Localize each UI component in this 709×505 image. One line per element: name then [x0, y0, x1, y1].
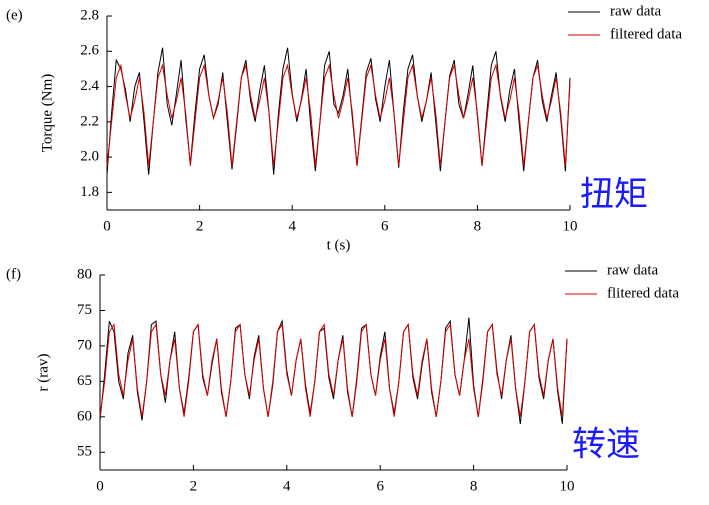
y-tick-label: 70: [77, 337, 92, 353]
x-tick-label: 4: [288, 218, 296, 234]
panel-label: (f): [6, 266, 21, 282]
annotation: 转速: [572, 425, 640, 465]
x-tick-label: 8: [474, 218, 482, 234]
data-line: [99, 323, 568, 417]
y-axis-label: Torque (Nm): [39, 74, 55, 153]
x-tick-label: 2: [190, 478, 198, 494]
x-axis-label: t (s): [327, 237, 351, 253]
y-tick-label: 2.8: [80, 7, 99, 23]
x-tick-label: 10: [563, 218, 578, 234]
x-tick-label: 6: [381, 218, 389, 234]
y-tick-label: 65: [77, 373, 92, 389]
panel-label: (e): [6, 7, 23, 23]
x-tick-label: 6: [376, 478, 384, 494]
legend-label: raw data: [607, 262, 659, 278]
data-line: [106, 63, 571, 166]
y-tick-label: 60: [77, 408, 92, 424]
data-line: [106, 47, 571, 175]
x-tick-label: 10: [560, 478, 575, 494]
y-tick-label: 55: [77, 444, 92, 460]
legend-label: raw data: [610, 3, 662, 19]
y-tick-label: 80: [77, 266, 92, 282]
y-tick-label: 1.8: [80, 184, 99, 200]
legend-label: filtered data: [610, 26, 682, 42]
y-tick-label: 2.4: [80, 78, 99, 94]
x-tick-label: 0: [103, 218, 111, 234]
y-tick-label: 2.6: [80, 43, 99, 59]
x-tick-label: 0: [96, 478, 104, 494]
x-tick-label: 4: [283, 478, 291, 494]
y-tick-label: 75: [77, 302, 92, 318]
x-tick-label: 2: [196, 218, 204, 234]
x-tick-label: 8: [470, 478, 478, 494]
y-tick-label: 2.2: [80, 113, 99, 129]
legend-label: flitered data: [607, 285, 679, 301]
y-tick-label: 2.0: [80, 149, 99, 165]
y-axis-label: r (rav): [35, 354, 51, 392]
annotation: 扭矩: [580, 175, 648, 215]
